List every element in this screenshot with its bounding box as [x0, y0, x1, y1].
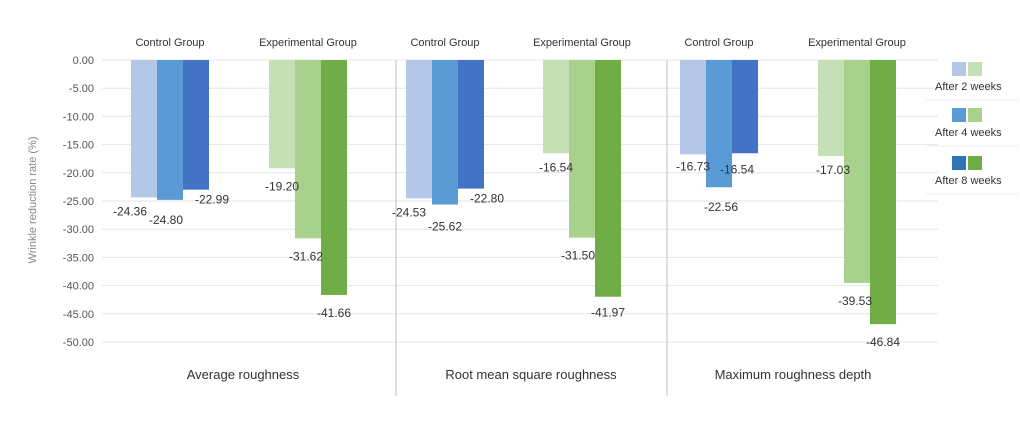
bar [818, 60, 844, 157]
y-tick-label: -30.00 [63, 224, 94, 236]
bar [458, 60, 484, 189]
data-label: -39.53 [838, 294, 872, 308]
y-tick-label: -15.00 [63, 140, 94, 152]
bar [706, 60, 732, 188]
data-label: -22.99 [195, 193, 229, 207]
bar [157, 60, 183, 200]
legend-swatch [952, 156, 966, 170]
bar [183, 60, 209, 190]
bar [406, 60, 432, 199]
group-label: Control Group [410, 37, 479, 49]
y-tick-label: 0.00 [73, 55, 94, 67]
y-tick-label: -10.00 [63, 111, 94, 123]
y-tick-label: -50.00 [63, 337, 94, 349]
y-tick-label: -25.00 [63, 196, 94, 208]
y-tick-label: -20.00 [63, 168, 94, 180]
group-label: Control Group [135, 37, 204, 49]
legend-swatch [952, 108, 966, 122]
legend-label: After 8 weeks [935, 175, 1002, 187]
group-label: Experimental Group [533, 37, 631, 49]
data-label: -46.84 [866, 335, 900, 349]
category-label: Maximum roughness depth [715, 367, 872, 382]
y-tick-label: -35.00 [63, 252, 94, 264]
data-label: -16.54 [720, 162, 754, 176]
category-label: Root mean square roughness [445, 367, 617, 382]
group-label: Control Group [684, 37, 753, 49]
bar [295, 60, 321, 239]
data-label: -41.97 [591, 306, 625, 320]
y-tick-label: -5.00 [69, 83, 94, 95]
bar [269, 60, 295, 169]
data-label: -24.53 [392, 205, 426, 219]
legend-swatch [952, 62, 966, 76]
bar [680, 60, 706, 155]
legend-swatch [968, 156, 982, 170]
bar [569, 60, 595, 238]
data-label: -22.80 [470, 192, 504, 206]
data-label: -31.62 [289, 249, 323, 263]
data-label: -25.62 [428, 219, 462, 233]
bar [844, 60, 870, 283]
data-label: -19.20 [265, 179, 299, 193]
legend-label: After 2 weeks [935, 81, 1002, 93]
data-label: -24.80 [149, 213, 183, 227]
y-axis-title: Wrinkle reduction rate (%) [27, 137, 39, 264]
legend-label: After 4 weeks [935, 127, 1002, 139]
data-label: -22.56 [704, 200, 738, 214]
group-label: Experimental Group [259, 37, 357, 49]
y-tick-label: -40.00 [63, 281, 94, 293]
legend-swatch [968, 62, 982, 76]
bar [732, 60, 758, 154]
data-label: -31.50 [561, 249, 595, 263]
group-label: Experimental Group [808, 37, 906, 49]
data-label: -41.66 [317, 306, 351, 320]
bar [432, 60, 458, 205]
legend-swatch [968, 108, 982, 122]
data-label: -17.03 [816, 163, 850, 177]
bar [321, 60, 347, 295]
category-label: Average roughness [187, 367, 300, 382]
bar [870, 60, 896, 325]
bar [131, 60, 157, 198]
data-label: -16.73 [676, 159, 710, 173]
bar [595, 60, 621, 297]
data-label: -24.36 [113, 204, 147, 218]
bar [543, 60, 569, 154]
y-tick-label: -45.00 [63, 309, 94, 321]
data-label: -16.54 [539, 160, 573, 174]
